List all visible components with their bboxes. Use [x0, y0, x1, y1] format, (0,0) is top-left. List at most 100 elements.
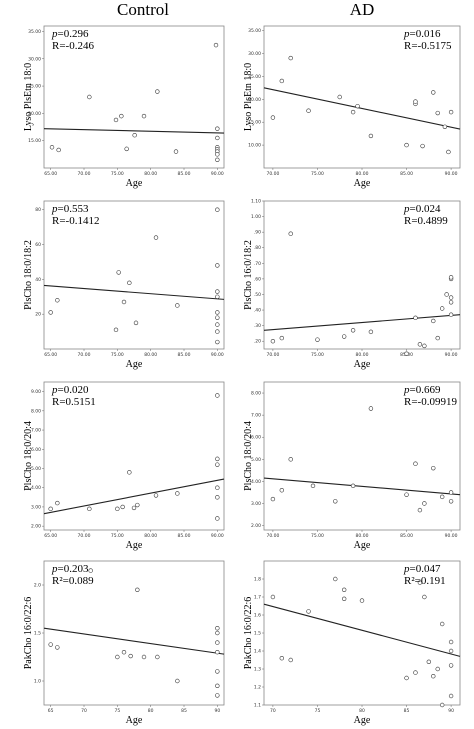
y-tick-label: .30 [254, 323, 261, 329]
data-point [215, 294, 220, 299]
regression-line [43, 478, 225, 515]
data-point [270, 496, 276, 502]
data-point [215, 263, 220, 268]
data-point [359, 598, 365, 603]
x-tick-label: 90.00 [211, 352, 224, 358]
data-point [215, 310, 220, 315]
x-tick-label: 80 [359, 708, 365, 714]
data-point [413, 461, 418, 466]
data-point [422, 501, 427, 506]
y-axis-label: Lyso PlsEtn 18:0 [23, 63, 34, 131]
data-point [215, 495, 220, 500]
data-point [404, 675, 409, 681]
y-axis-label: PlsCho 18:0/20:4 [243, 421, 254, 491]
data-point [413, 670, 418, 675]
data-point [368, 133, 374, 139]
data-point [448, 295, 454, 300]
x-tick-label: 70 [270, 708, 276, 714]
x-tick-label: 90.00 [445, 171, 458, 177]
data-point [448, 109, 454, 115]
regression-line [263, 603, 461, 657]
y-tick-label: 4.00 [251, 479, 261, 485]
y-tick-label: 9.00 [31, 389, 41, 395]
data-point [55, 645, 60, 650]
y-tick-label: 1.10 [251, 199, 261, 205]
data-point [215, 630, 220, 636]
data-point [448, 663, 454, 668]
x-axis-label: Age [354, 359, 371, 370]
data-point [121, 299, 127, 305]
data-point [135, 587, 140, 592]
y-tick-label: 1.0 [34, 679, 41, 685]
y-tick-label: 1.4 [254, 649, 261, 655]
data-point [215, 625, 220, 631]
x-axis-label: Age [126, 715, 143, 726]
y-tick-label: 3.00 [31, 504, 41, 510]
x-tick-label: 80.00 [144, 533, 157, 539]
r-value-annotation: R=0.5151 [52, 396, 96, 408]
x-tick-label: 70.00 [266, 171, 279, 177]
p-value-annotation: p=0.020 [51, 384, 89, 396]
x-tick-label: 75.00 [311, 352, 324, 358]
data-point [131, 505, 137, 511]
data-point [135, 502, 140, 508]
data-point [350, 109, 356, 115]
data-point [215, 669, 220, 674]
x-tick-label: 80.00 [144, 352, 157, 358]
p-value-annotation: p=0.016 [403, 28, 441, 40]
x-tick-label: 80.00 [356, 352, 369, 358]
x-tick-label: 85.00 [178, 533, 191, 539]
data-point [288, 231, 293, 236]
x-tick-label: 70.00 [78, 352, 91, 358]
data-point [439, 494, 445, 500]
data-point [113, 117, 119, 123]
data-point [141, 654, 147, 660]
scatter-panel-control-row-3: 2.00 3.00 4.00 5.00 6.00 7.00 8.00 9.00 65.00 70.… [23, 381, 225, 551]
x-tick-label: 75 [315, 708, 321, 714]
plot-frame [43, 200, 225, 350]
data-point [48, 642, 53, 647]
y-tick-label: 2.0 [34, 583, 41, 589]
data-point [448, 693, 454, 699]
data-point [426, 659, 432, 665]
data-point [368, 329, 374, 335]
data-point [215, 207, 220, 212]
x-axis-label: Age [126, 178, 143, 189]
x-tick-label: 90.00 [211, 171, 224, 177]
data-point [420, 143, 425, 149]
data-point [215, 456, 220, 462]
data-point [141, 113, 147, 119]
data-point [215, 322, 220, 327]
data-point [155, 654, 160, 660]
data-point [49, 145, 55, 150]
data-point [116, 270, 121, 275]
x-tick-label: 75.00 [111, 352, 124, 358]
x-tick-label: 85.00 [178, 171, 191, 177]
y-tick-label: 1.8 [254, 577, 261, 583]
data-point [120, 504, 125, 510]
data-point [337, 94, 342, 100]
y-tick-label: 8.00 [31, 408, 41, 414]
x-axis-label: Age [354, 715, 371, 726]
x-tick-label: 65 [48, 708, 54, 714]
data-point [88, 568, 93, 573]
data-point [448, 490, 454, 495]
r-value-annotation: R=-0.1412 [52, 215, 99, 227]
data-point [215, 126, 220, 131]
p-value-annotation: p=0.203 [51, 563, 89, 575]
data-point [215, 152, 220, 157]
regression-line [263, 477, 461, 496]
p-value-annotation: p=0.024 [403, 203, 441, 215]
x-tick-label: 65.00 [44, 171, 57, 177]
p-value-annotation: p=0.669 [403, 384, 441, 396]
data-point [215, 315, 220, 320]
data-point [215, 649, 220, 655]
y-tick-label: 30.00 [248, 51, 261, 57]
data-point [413, 315, 418, 321]
y-tick-label: 2.00 [31, 524, 41, 530]
plot-frame [263, 381, 461, 531]
data-point [55, 500, 60, 506]
data-point [444, 292, 449, 297]
column-title-ad: AD [349, 0, 375, 19]
y-tick-label: 20.00 [28, 111, 41, 117]
